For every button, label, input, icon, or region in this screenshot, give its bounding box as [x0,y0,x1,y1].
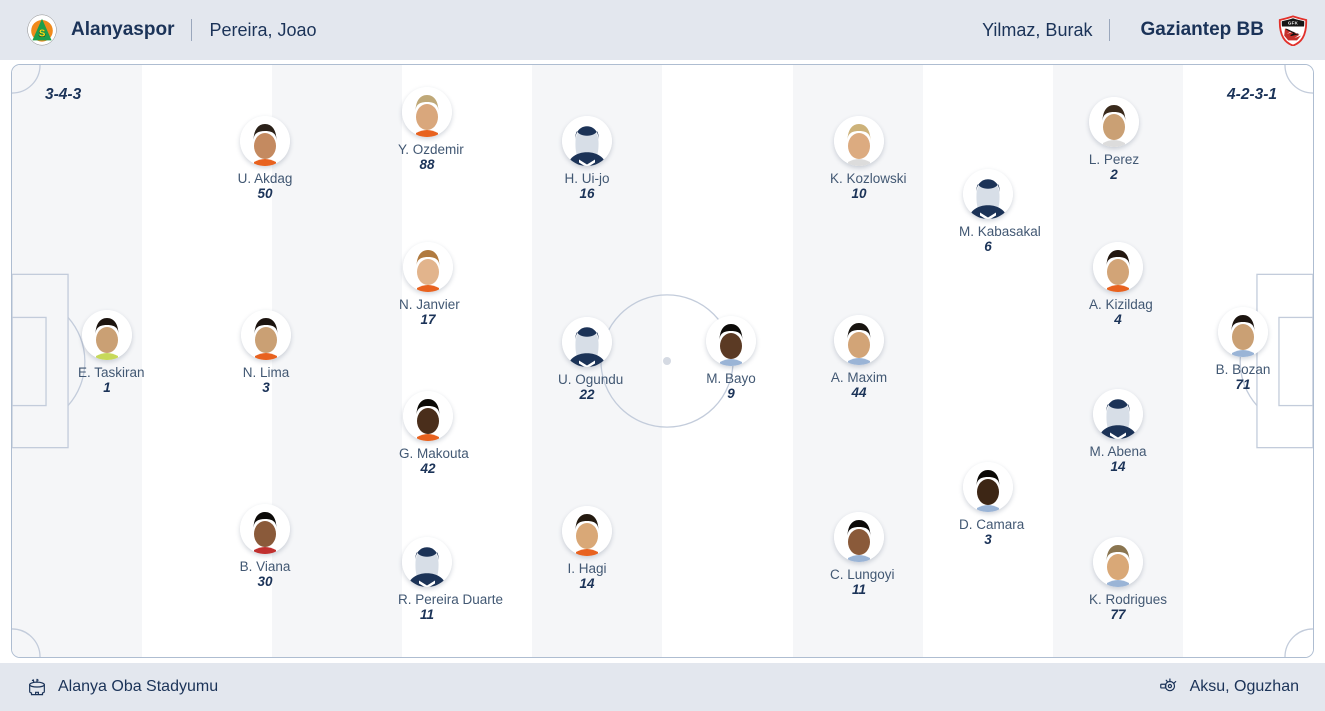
svg-text:GFK: GFK [1288,21,1299,26]
svg-text:S: S [39,29,46,40]
